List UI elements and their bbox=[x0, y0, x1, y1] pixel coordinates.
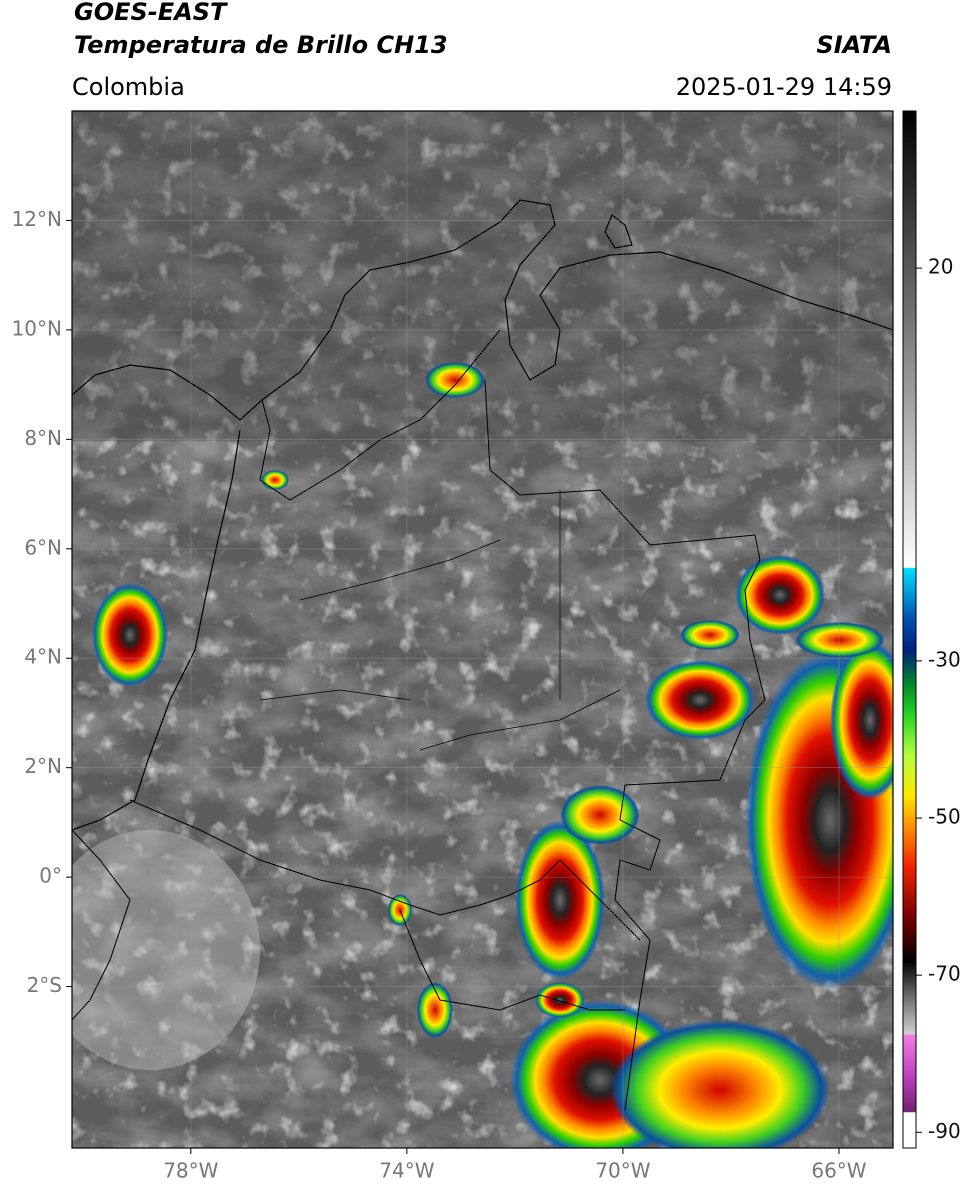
x-tick-label: 78°W bbox=[163, 1159, 218, 1183]
pacific-cloud bbox=[72, 830, 260, 1070]
colorbar-tick-label: -70 bbox=[928, 962, 961, 986]
storm-cell bbox=[795, 622, 885, 658]
colorbar-tick-label: -50 bbox=[928, 805, 961, 829]
storm bbox=[92, 583, 168, 687]
product-title: Temperatura de Brillo CH13 bbox=[74, 31, 448, 59]
satellite-title: GOES-EAST bbox=[74, 0, 228, 26]
borders bbox=[72, 329, 766, 1111]
y-tick-label: 4°N bbox=[24, 645, 62, 669]
y-tick-label: 2°S bbox=[27, 973, 62, 997]
storm bbox=[645, 660, 755, 740]
colorbar-tick-label: -90 bbox=[928, 1119, 961, 1143]
department-border bbox=[259, 490, 621, 751]
storm-cell bbox=[425, 362, 485, 398]
colorbar-tick-label: 20 bbox=[928, 255, 953, 279]
y-tick-label: 6°N bbox=[24, 535, 62, 559]
colorbar-tick-label: -30 bbox=[928, 647, 961, 671]
storm-cell bbox=[680, 620, 740, 650]
caribbean-shade bbox=[72, 111, 893, 441]
storm-cell bbox=[610, 1020, 830, 1148]
y-tick-label: 0° bbox=[39, 864, 62, 888]
storm bbox=[535, 982, 585, 1018]
storm-cell bbox=[417, 982, 453, 1038]
region-label: Colombia bbox=[72, 73, 185, 101]
x-tick-label: 70°W bbox=[595, 1159, 650, 1183]
y-tick-label: 12°N bbox=[12, 207, 62, 231]
y-tick-label: 2°N bbox=[24, 754, 62, 778]
border bbox=[484, 379, 766, 1111]
datetime-label: 2025-01-29 14:59 bbox=[676, 73, 892, 101]
storm-cell bbox=[261, 470, 289, 490]
map-frame bbox=[71, 110, 894, 1149]
storm bbox=[515, 820, 605, 980]
border bbox=[129, 799, 641, 941]
border bbox=[72, 829, 131, 1021]
storm bbox=[830, 640, 893, 800]
x-tick-label: 74°W bbox=[379, 1159, 434, 1183]
satellite-image bbox=[72, 111, 893, 1148]
y-tick-label: 8°N bbox=[24, 426, 62, 450]
x-tick-label: 66°W bbox=[811, 1159, 866, 1183]
graticule bbox=[72, 111, 893, 1148]
coastline bbox=[72, 429, 241, 831]
coastline bbox=[72, 199, 893, 421]
border bbox=[259, 329, 501, 501]
source-label: SIATA bbox=[816, 31, 892, 59]
colorbar bbox=[902, 110, 917, 1149]
storm-cell bbox=[560, 785, 640, 845]
y-tick-label: 10°N bbox=[12, 316, 62, 340]
storm bbox=[735, 555, 825, 635]
border bbox=[399, 909, 625, 1011]
